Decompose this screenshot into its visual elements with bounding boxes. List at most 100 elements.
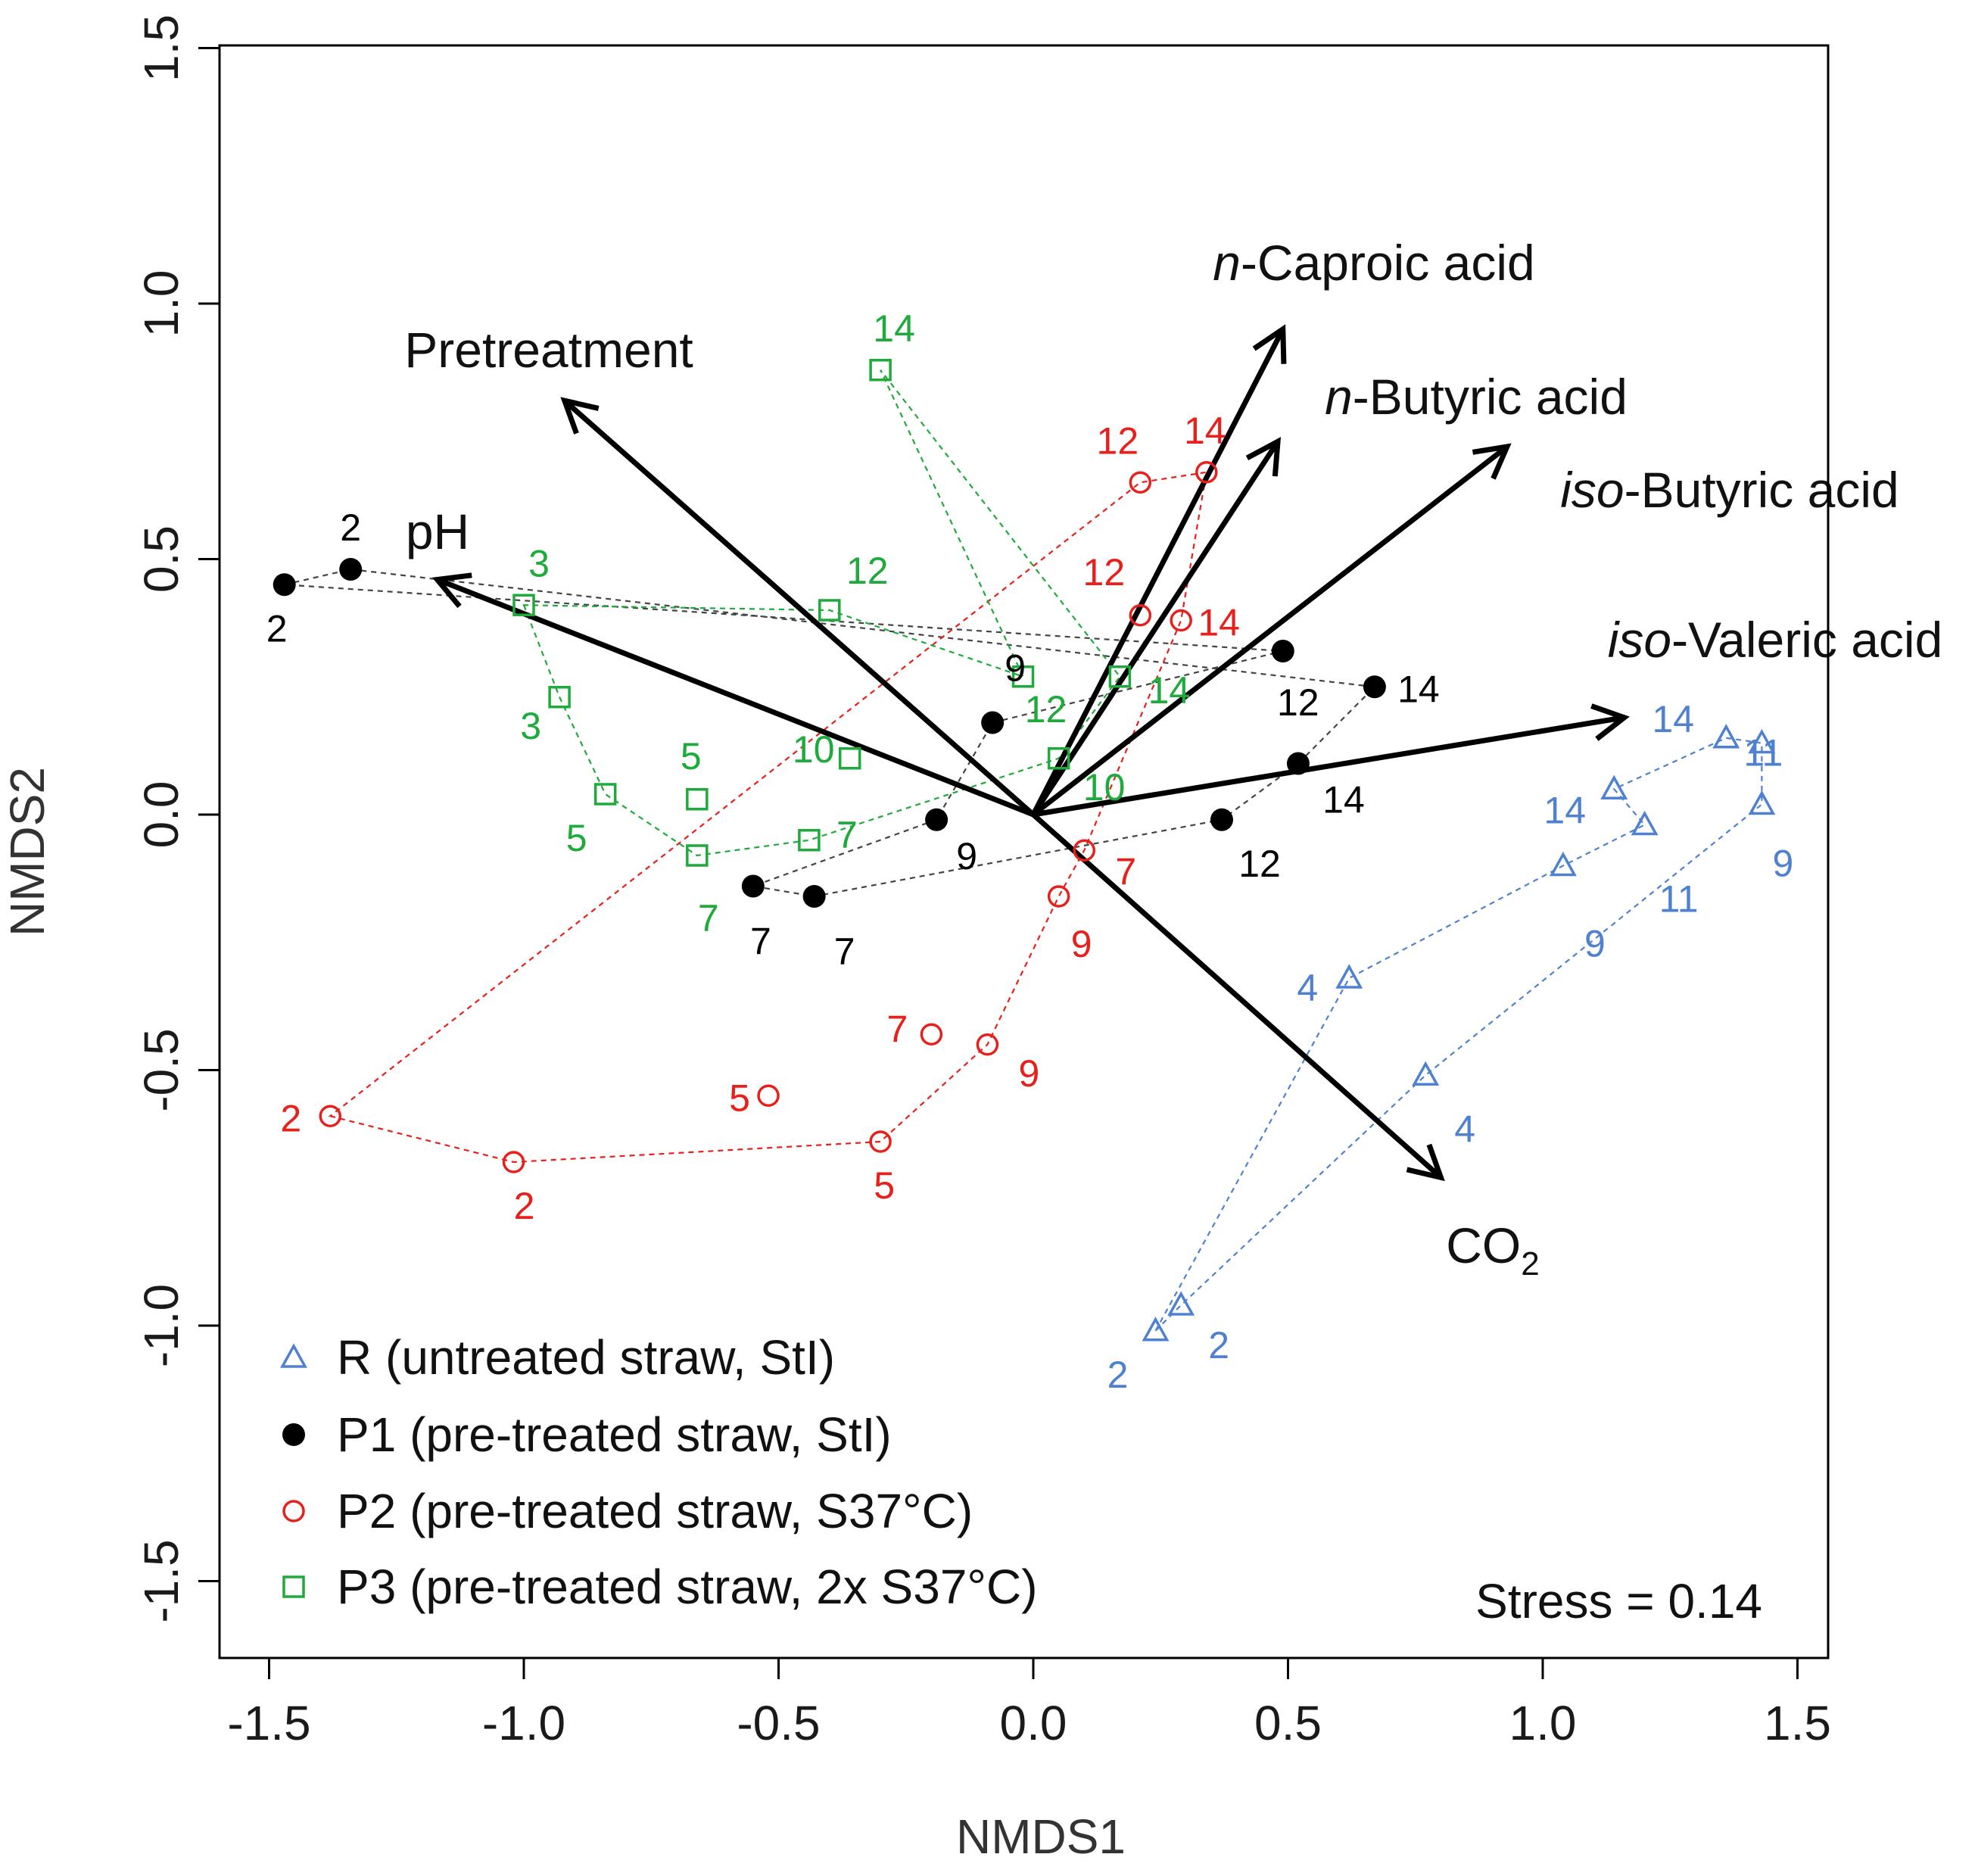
legend-marker bbox=[280, 1343, 307, 1368]
data-point bbox=[741, 874, 765, 898]
y-tick-label: 1.5 bbox=[134, 14, 188, 82]
data-point bbox=[1412, 1061, 1440, 1086]
point-label: 12 bbox=[1277, 681, 1319, 724]
point-label: 4 bbox=[1297, 967, 1318, 1009]
point-label: 2 bbox=[1107, 1354, 1129, 1396]
point-label: 9 bbox=[956, 835, 977, 877]
point-label: 10 bbox=[1083, 766, 1126, 809]
point-label: 5 bbox=[874, 1164, 895, 1207]
data-point bbox=[1129, 604, 1152, 627]
point-label: 4 bbox=[1454, 1108, 1475, 1150]
y-tick-label: 1.0 bbox=[134, 270, 188, 338]
data-point bbox=[502, 1151, 525, 1173]
vector-label: n-Caproic acid bbox=[1213, 235, 1535, 291]
legend-entry: P2 (pre-treated straw, S37°C) bbox=[337, 1484, 973, 1538]
point-label: 11 bbox=[1743, 732, 1783, 774]
point-label: 14 bbox=[1322, 779, 1365, 821]
data-point bbox=[593, 783, 617, 806]
data-point bbox=[798, 829, 821, 852]
vector-arrowhead bbox=[1472, 443, 1512, 480]
y-tick-label: 0.5 bbox=[134, 525, 188, 593]
data-point bbox=[869, 359, 892, 382]
point-label: 2 bbox=[280, 1097, 301, 1139]
point-label: 2 bbox=[266, 607, 288, 650]
vector-arrow bbox=[436, 577, 1035, 818]
point-label: 7 bbox=[750, 921, 771, 963]
point-label: 12 bbox=[1097, 419, 1139, 462]
data-point bbox=[1195, 461, 1218, 484]
vector-label: n-Butyric acid bbox=[1325, 369, 1628, 425]
data-point bbox=[802, 885, 826, 908]
legend-marker bbox=[282, 1500, 305, 1522]
legend-entry: P3 (pre-treated straw, 2x S37°C) bbox=[337, 1560, 1038, 1614]
point-label: 9 bbox=[1584, 923, 1606, 965]
data-point bbox=[838, 747, 861, 770]
legend: R (untreated straw, StI) P1 (pre-treated … bbox=[280, 1330, 1038, 1614]
data-point bbox=[1142, 1317, 1170, 1342]
data-point bbox=[1748, 728, 1776, 754]
vector-arrow bbox=[562, 398, 1036, 817]
env-vectors bbox=[431, 324, 1630, 1182]
x-tick-label: 1.0 bbox=[1509, 1696, 1577, 1750]
data-point bbox=[1011, 665, 1035, 688]
point-label: 12 bbox=[1025, 688, 1067, 731]
data-point bbox=[920, 1023, 943, 1046]
data-point bbox=[1073, 839, 1096, 862]
vector-arrowhead bbox=[1245, 437, 1282, 477]
point-label: 7 bbox=[834, 930, 855, 973]
data-point bbox=[1600, 774, 1628, 799]
data-point bbox=[1129, 471, 1152, 494]
data-point bbox=[1210, 808, 1234, 831]
data-point bbox=[925, 808, 949, 831]
data-point bbox=[1335, 964, 1363, 989]
point-label: 7 bbox=[836, 814, 858, 856]
hull-3 bbox=[522, 369, 1121, 857]
legend-entry: R (untreated straw, StI) bbox=[337, 1330, 835, 1385]
point-label: 12 bbox=[1238, 843, 1281, 885]
data-point bbox=[319, 1105, 342, 1127]
data-point bbox=[512, 594, 535, 616]
legend-marker bbox=[282, 1575, 305, 1598]
point-label: 14 bbox=[1184, 410, 1226, 452]
point-label: 11 bbox=[1659, 878, 1699, 921]
point-label: 7 bbox=[698, 897, 719, 940]
data-points bbox=[273, 359, 1776, 1342]
point-label: 5 bbox=[566, 817, 587, 859]
point-label: 9 bbox=[1005, 647, 1026, 690]
x-axis-title: NMDS1 bbox=[956, 1809, 1126, 1864]
point-label: 14 bbox=[1652, 698, 1694, 740]
point-label: 3 bbox=[520, 705, 541, 747]
point-label: 14 bbox=[873, 307, 915, 350]
x-tick-label: -1.5 bbox=[227, 1696, 310, 1750]
vector-arrow bbox=[1031, 444, 1509, 817]
vector-arrow bbox=[1033, 715, 1625, 818]
y-tick-label: -1.0 bbox=[134, 1284, 188, 1367]
data-point bbox=[1712, 724, 1740, 749]
data-point bbox=[1748, 790, 1776, 815]
x-tick-label: -0.5 bbox=[737, 1696, 820, 1750]
data-point bbox=[981, 711, 1005, 734]
vector-arrow bbox=[1031, 812, 1443, 1180]
vector-label: CO2 bbox=[1446, 1217, 1539, 1282]
point-label: 7 bbox=[886, 1008, 908, 1050]
vector-arrowhead bbox=[431, 572, 472, 609]
hull-2 bbox=[328, 471, 1208, 1164]
point-label: 12 bbox=[846, 550, 889, 592]
hull-0 bbox=[1154, 737, 1763, 1332]
data-point bbox=[1167, 1291, 1195, 1316]
data-point bbox=[1108, 665, 1132, 688]
axes: -1.5 -1.0 -0.5 0.0 0.5 1.0 1.5 -1.5 -1.0 -0.5 0.0 0… bbox=[134, 14, 1831, 1750]
y-axis-title: NMDS2 bbox=[0, 767, 55, 936]
data-point bbox=[1286, 752, 1310, 775]
point-label: 9 bbox=[1071, 923, 1092, 965]
y-tick-label: 0.0 bbox=[134, 781, 188, 849]
point-label: 14 bbox=[1543, 789, 1586, 831]
point-label: 14 bbox=[1397, 668, 1440, 710]
x-tick-label: 0.0 bbox=[1000, 1696, 1067, 1750]
vector-arrowhead bbox=[560, 397, 600, 435]
point-label: 2 bbox=[514, 1185, 535, 1227]
data-point bbox=[757, 1084, 780, 1107]
y-tick-label: -0.5 bbox=[134, 1028, 188, 1111]
